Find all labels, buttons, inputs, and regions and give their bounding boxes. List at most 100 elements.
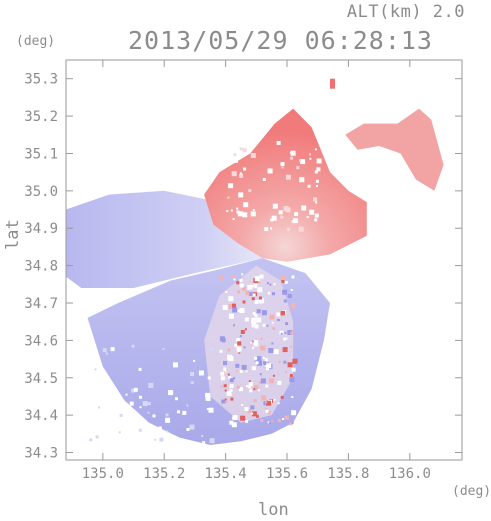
echo-speckle (227, 354, 233, 360)
echo-speckle (300, 159, 306, 165)
x-tick-label: 136.0 (389, 466, 431, 482)
echo-speckle (292, 218, 298, 224)
echo-speckle (285, 322, 289, 326)
y-axis-label: lat (3, 219, 23, 250)
echo-speckle (267, 411, 271, 415)
echo-speckle (193, 359, 196, 362)
echo-speckle (289, 151, 292, 154)
echo-speckle (219, 336, 225, 342)
echo-speckle (228, 183, 234, 189)
echo-speckle (105, 420, 109, 423)
echo-speckle (223, 384, 227, 388)
echo-speckle (232, 156, 237, 161)
echo-speckle (253, 388, 256, 391)
echo-speckle (162, 348, 165, 351)
echo-speckle (291, 410, 297, 416)
echo-speckle (226, 210, 229, 213)
echo-speckle (177, 410, 180, 414)
echo-speckle (282, 418, 285, 420)
echo-speckle (273, 349, 279, 355)
echo-speckle (239, 279, 243, 282)
echo-speckle (256, 356, 262, 362)
echo-speckle (252, 209, 255, 211)
echo-speckle (260, 345, 266, 351)
echo-speckle (254, 314, 258, 318)
echo-speckle (247, 284, 253, 290)
echo-speckle (280, 332, 283, 335)
echo-speckle (165, 417, 171, 423)
echo-speckle (280, 395, 284, 399)
x-axis-unit: (deg) (452, 484, 491, 499)
echo-speckle (294, 212, 299, 217)
echo-speckle (239, 172, 242, 175)
echo-speckle (267, 168, 273, 174)
echo-speckle (186, 404, 189, 407)
echo-speckle (282, 347, 288, 353)
region-northeast (345, 108, 444, 191)
echo-speckle (265, 409, 269, 413)
echo-speckle (316, 158, 322, 164)
echo-speckle (104, 424, 107, 427)
echo-speckle (223, 361, 227, 365)
echo-speckle (244, 140, 249, 145)
echo-speckle (299, 177, 305, 183)
echo-speckle (142, 401, 148, 407)
echo-speckle (254, 356, 258, 360)
echo-speckle (259, 298, 265, 304)
echo-speckle (148, 383, 154, 388)
echo-speckle (251, 366, 256, 371)
echo-speckle (291, 367, 296, 372)
echo-speckle (232, 275, 235, 279)
echo-speckle (284, 415, 289, 420)
echo-speckle (219, 349, 223, 353)
echo-speckle (256, 309, 261, 314)
echo-speckle (201, 435, 204, 437)
echo-speckle (264, 227, 269, 232)
echo-speckle (272, 203, 278, 209)
echo-speckle (230, 397, 234, 401)
echo-speckle (125, 393, 128, 396)
echo-speckle (239, 308, 245, 313)
echo-speckle (257, 389, 260, 392)
x-tick-label: 135.0 (82, 466, 124, 482)
echo-speckle (237, 341, 242, 346)
echo-speckle (154, 432, 159, 437)
echo-speckle (267, 291, 270, 294)
echo-speckle (228, 304, 234, 309)
echo-speckle (262, 356, 265, 359)
echo-speckle (244, 407, 249, 411)
echo-speckle (138, 367, 142, 371)
echo-speckle (238, 351, 241, 354)
echo-speckle (205, 392, 211, 398)
echo-speckle (252, 293, 256, 297)
echo-speckle (248, 385, 252, 389)
y-tick-label: 34.8 (24, 259, 58, 275)
y-tick-label: 35.3 (24, 72, 58, 88)
echo-speckle (236, 207, 239, 210)
echo-speckle (253, 385, 259, 390)
echo-speckle (254, 300, 259, 304)
echo-speckle (205, 395, 211, 401)
echo-speckle (220, 385, 223, 388)
echo-speckle (250, 341, 253, 344)
echo-speckle (244, 317, 249, 322)
echo-speckle (271, 321, 274, 324)
echo-speckle (269, 378, 275, 384)
echo-speckle (285, 337, 288, 340)
echo-speckle (233, 377, 236, 380)
echo-speckle (254, 324, 259, 329)
echo-speckle (259, 380, 262, 384)
echo-speckle (225, 290, 228, 293)
echo-speckle (231, 422, 237, 428)
echo-speckle (250, 211, 256, 217)
echo-speckle (101, 396, 106, 401)
echo-speckle (244, 328, 247, 331)
echo-speckle (314, 148, 317, 151)
y-tick-label: 34.4 (24, 408, 58, 424)
echo-speckle (282, 289, 288, 295)
echo-speckle (307, 184, 311, 188)
echo-speckle (255, 338, 258, 341)
echo-speckle (225, 401, 228, 404)
echo-speckle (280, 275, 286, 281)
echo-speckle (256, 317, 262, 323)
